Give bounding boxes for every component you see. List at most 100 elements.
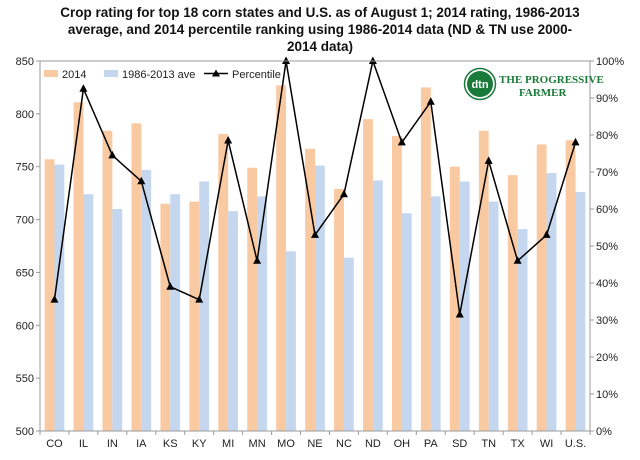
bar-2014-pa <box>420 87 431 432</box>
y-left-tick-label: 800 <box>16 109 34 121</box>
bar-average-mn <box>257 196 267 431</box>
x-tick-label-in: IN <box>107 438 118 450</box>
bar-average-tn <box>488 201 499 431</box>
bar-2014-mo <box>276 85 287 431</box>
logo-badge-ring <box>463 67 497 101</box>
logo-badge-text: dtn <box>471 79 488 91</box>
bar-average-mi <box>228 211 238 431</box>
y-right-tick-label: 30% <box>596 315 618 327</box>
x-tick-label-sd: SD <box>452 438 467 450</box>
bar-average-oh <box>401 213 412 431</box>
bar-average-mo <box>286 251 296 431</box>
bar-2014-tx <box>507 175 518 431</box>
y-right-tick-label: 70% <box>596 167 618 179</box>
percentile-marker-ky <box>195 295 204 303</box>
percentile-marker-oh <box>397 137 406 146</box>
y-right-tick-label: 90% <box>596 93 618 105</box>
x-tick-label-wi: WI <box>540 438 553 450</box>
y-left-tick-label: 750 <box>16 162 34 174</box>
x-tick-label-mn: MN <box>249 438 266 450</box>
legend: 2014 1986-2013 ave Percentile <box>44 69 281 81</box>
bar-2014-ia <box>131 123 142 432</box>
x-tick-label-ne: NE <box>307 438 322 450</box>
x-tick-label-nc: NC <box>336 438 352 450</box>
bar-2014-ne <box>305 148 315 432</box>
percentile-marker-co <box>50 295 59 303</box>
bar-average-ne <box>315 165 325 431</box>
percentile-marker-tx <box>513 256 522 264</box>
bar-average-pa <box>430 196 441 431</box>
bar-average-ia <box>141 169 152 431</box>
y-right-tick-label: 100% <box>596 56 624 68</box>
percentile-marker-mn <box>253 256 262 264</box>
bar-average-in <box>112 209 123 431</box>
logo-line-2: FARMER <box>519 87 568 99</box>
x-tick-label-nd: ND <box>365 438 381 450</box>
bar-average-us <box>575 192 586 431</box>
y-right-tick-label: 20% <box>596 352 618 364</box>
x-tick-label-il: IL <box>79 438 88 450</box>
plot-area <box>44 56 586 432</box>
bar-2014-us <box>565 140 576 432</box>
bar-average-wi <box>546 173 557 431</box>
x-tick-label-us: U.S. <box>565 438 586 450</box>
legend-swatch-2014 <box>44 70 58 77</box>
bar-2014-co <box>44 159 55 431</box>
percentile-marker-wi <box>542 230 551 238</box>
bar-2014-wi <box>536 144 547 431</box>
x-tick-label-ia: IA <box>136 438 147 450</box>
bar-average-sd <box>459 181 470 431</box>
bar-average-ky <box>199 181 210 431</box>
y-left-tick-label: 700 <box>16 215 34 227</box>
percentile-marker-ne <box>311 230 319 238</box>
x-tick-label-tx: TX <box>511 438 526 450</box>
x-tick-label-pa: PA <box>424 438 439 450</box>
y-right-tick-label: 50% <box>596 241 618 253</box>
y-right-tick-label: 60% <box>596 204 618 216</box>
y-right-tick-label: 10% <box>596 389 618 401</box>
bar-2014-nd <box>363 119 373 431</box>
bar-2014-in <box>102 130 113 431</box>
bar-average-nc <box>343 257 354 431</box>
logo-line-1: THE PROGRESSIVE <box>499 74 604 86</box>
percentile-marker-mo <box>282 56 291 64</box>
bar-2014-nc <box>334 188 344 431</box>
dtn-progressive-farmer-logo: dtn THE PROGRESSIVE FARMER <box>463 66 604 102</box>
percentile-marker-nc <box>339 189 348 198</box>
chart-title-line-2: average, and 2014 percentile ranking usi… <box>68 22 572 37</box>
x-tick-label-oh: OH <box>394 438 411 450</box>
bar-average-nd <box>372 180 383 431</box>
x-tick-label-ks: KS <box>163 438 178 450</box>
bar-average-il <box>83 194 94 431</box>
percentile-marker-in <box>108 150 117 159</box>
legend-marker-percentile <box>212 69 220 77</box>
percentile-marker-ia <box>137 176 146 185</box>
percentile-marker-nd <box>368 56 377 64</box>
bar-2014-tn <box>478 130 489 431</box>
x-tick-label-mi: MI <box>222 438 234 450</box>
chart-title-line-3: 2014 data) <box>287 39 353 54</box>
x-tick-label-mo: MO <box>277 438 295 450</box>
y-left-tick-label: 850 <box>16 56 34 68</box>
legend-label-2014: 2014 <box>62 69 86 81</box>
bar-2014-ks <box>160 203 171 431</box>
legend-swatch-average <box>104 70 118 77</box>
chart-title: Crop rating for top 18 corn states and U… <box>60 5 580 54</box>
y-left-tick-label: 650 <box>16 267 34 279</box>
x-tick-label-tn: TN <box>481 438 496 450</box>
percentile-marker-tn <box>484 156 493 164</box>
y-left-tick-label: 600 <box>16 320 34 332</box>
bar-average-ks <box>170 194 181 431</box>
bar-2014-mn <box>247 167 258 431</box>
percentile-marker-il <box>79 84 88 92</box>
bar-2014-mi <box>218 133 229 431</box>
bar-average-tx <box>517 229 528 431</box>
bar-2014-sd <box>449 166 460 431</box>
y-right-tick-label: 0% <box>596 426 612 438</box>
percentile-marker-pa <box>426 97 435 105</box>
bar-2014-il <box>73 102 84 431</box>
percentile-marker-ks <box>166 282 175 290</box>
y-right-tick-label: 40% <box>596 278 618 290</box>
y-left-tick-label: 550 <box>16 373 34 385</box>
